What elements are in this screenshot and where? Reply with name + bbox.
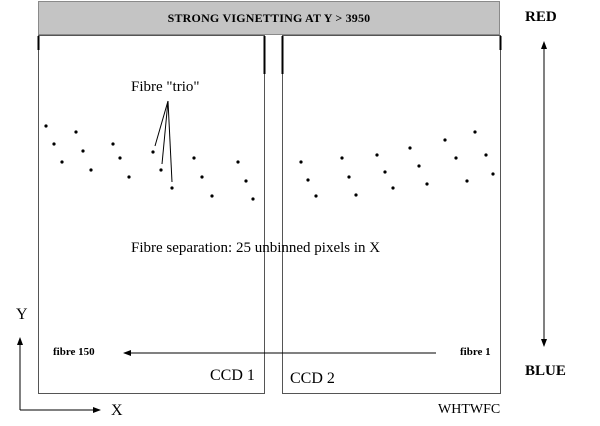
fibre-dot xyxy=(118,156,122,160)
fibre-1-label: fibre 1 xyxy=(460,346,491,358)
fibre-dot xyxy=(44,124,48,128)
fibre-dot xyxy=(465,179,469,183)
fibre-trio-label: Fibre "trio" xyxy=(131,79,200,95)
fibre-dot xyxy=(159,168,163,172)
whtwfc-label: WHTWFC xyxy=(438,402,501,417)
fibre-150-label: fibre 150 xyxy=(53,346,95,358)
red-label: RED xyxy=(525,9,557,25)
fibre-dot xyxy=(60,160,64,164)
ccd1-label: CCD 1 xyxy=(210,367,255,384)
fibre-dot xyxy=(408,146,412,150)
y-axis-label: Y xyxy=(16,306,28,323)
fibre-dot xyxy=(306,178,310,182)
ccd2-label: CCD 2 xyxy=(290,370,335,387)
fibre-dot xyxy=(299,160,303,164)
fibre-dot xyxy=(314,194,318,198)
fibre-dot xyxy=(347,175,351,179)
blue-label: BLUE xyxy=(525,363,566,379)
x-axis-label: X xyxy=(111,402,123,419)
fibre-dot xyxy=(111,142,115,146)
fibre-dot xyxy=(417,164,421,168)
ccd1-frame xyxy=(38,35,265,394)
fibre-dot xyxy=(425,182,429,186)
fibre-dot xyxy=(81,149,85,153)
vignetting-banner: STRONG VIGNETTING AT Y > 3950 xyxy=(38,1,500,35)
fibre-dot xyxy=(200,175,204,179)
fibre-dot xyxy=(89,168,93,172)
fibre-dot xyxy=(443,138,447,142)
fibre-dots xyxy=(44,124,495,201)
fibre-dot xyxy=(192,156,196,160)
fibre-separation-label: Fibre separation: 25 unbinned pixels in … xyxy=(131,240,381,256)
ccd2-frame xyxy=(282,35,501,394)
trio-pointer-lines xyxy=(154,100,173,183)
fibre-dot xyxy=(491,172,495,176)
fibre-dot xyxy=(210,194,214,198)
fibre-dot xyxy=(375,153,379,157)
fibre-dot xyxy=(484,153,488,157)
fibre-dot xyxy=(236,160,240,164)
fibre-dot xyxy=(383,170,387,174)
fibre-dot xyxy=(74,130,78,134)
fibre-dot xyxy=(454,156,458,160)
fibre-dot xyxy=(340,156,344,160)
fibre-dot xyxy=(354,193,358,197)
fibre-dot xyxy=(170,186,174,190)
fibre-dot xyxy=(127,175,131,179)
fibre-dot xyxy=(391,186,395,190)
fibre-dot xyxy=(52,142,56,146)
fibre-dot xyxy=(251,197,255,201)
fibre-dot xyxy=(473,130,477,134)
fibre-dot xyxy=(151,150,155,154)
fibre-dot xyxy=(244,179,248,183)
